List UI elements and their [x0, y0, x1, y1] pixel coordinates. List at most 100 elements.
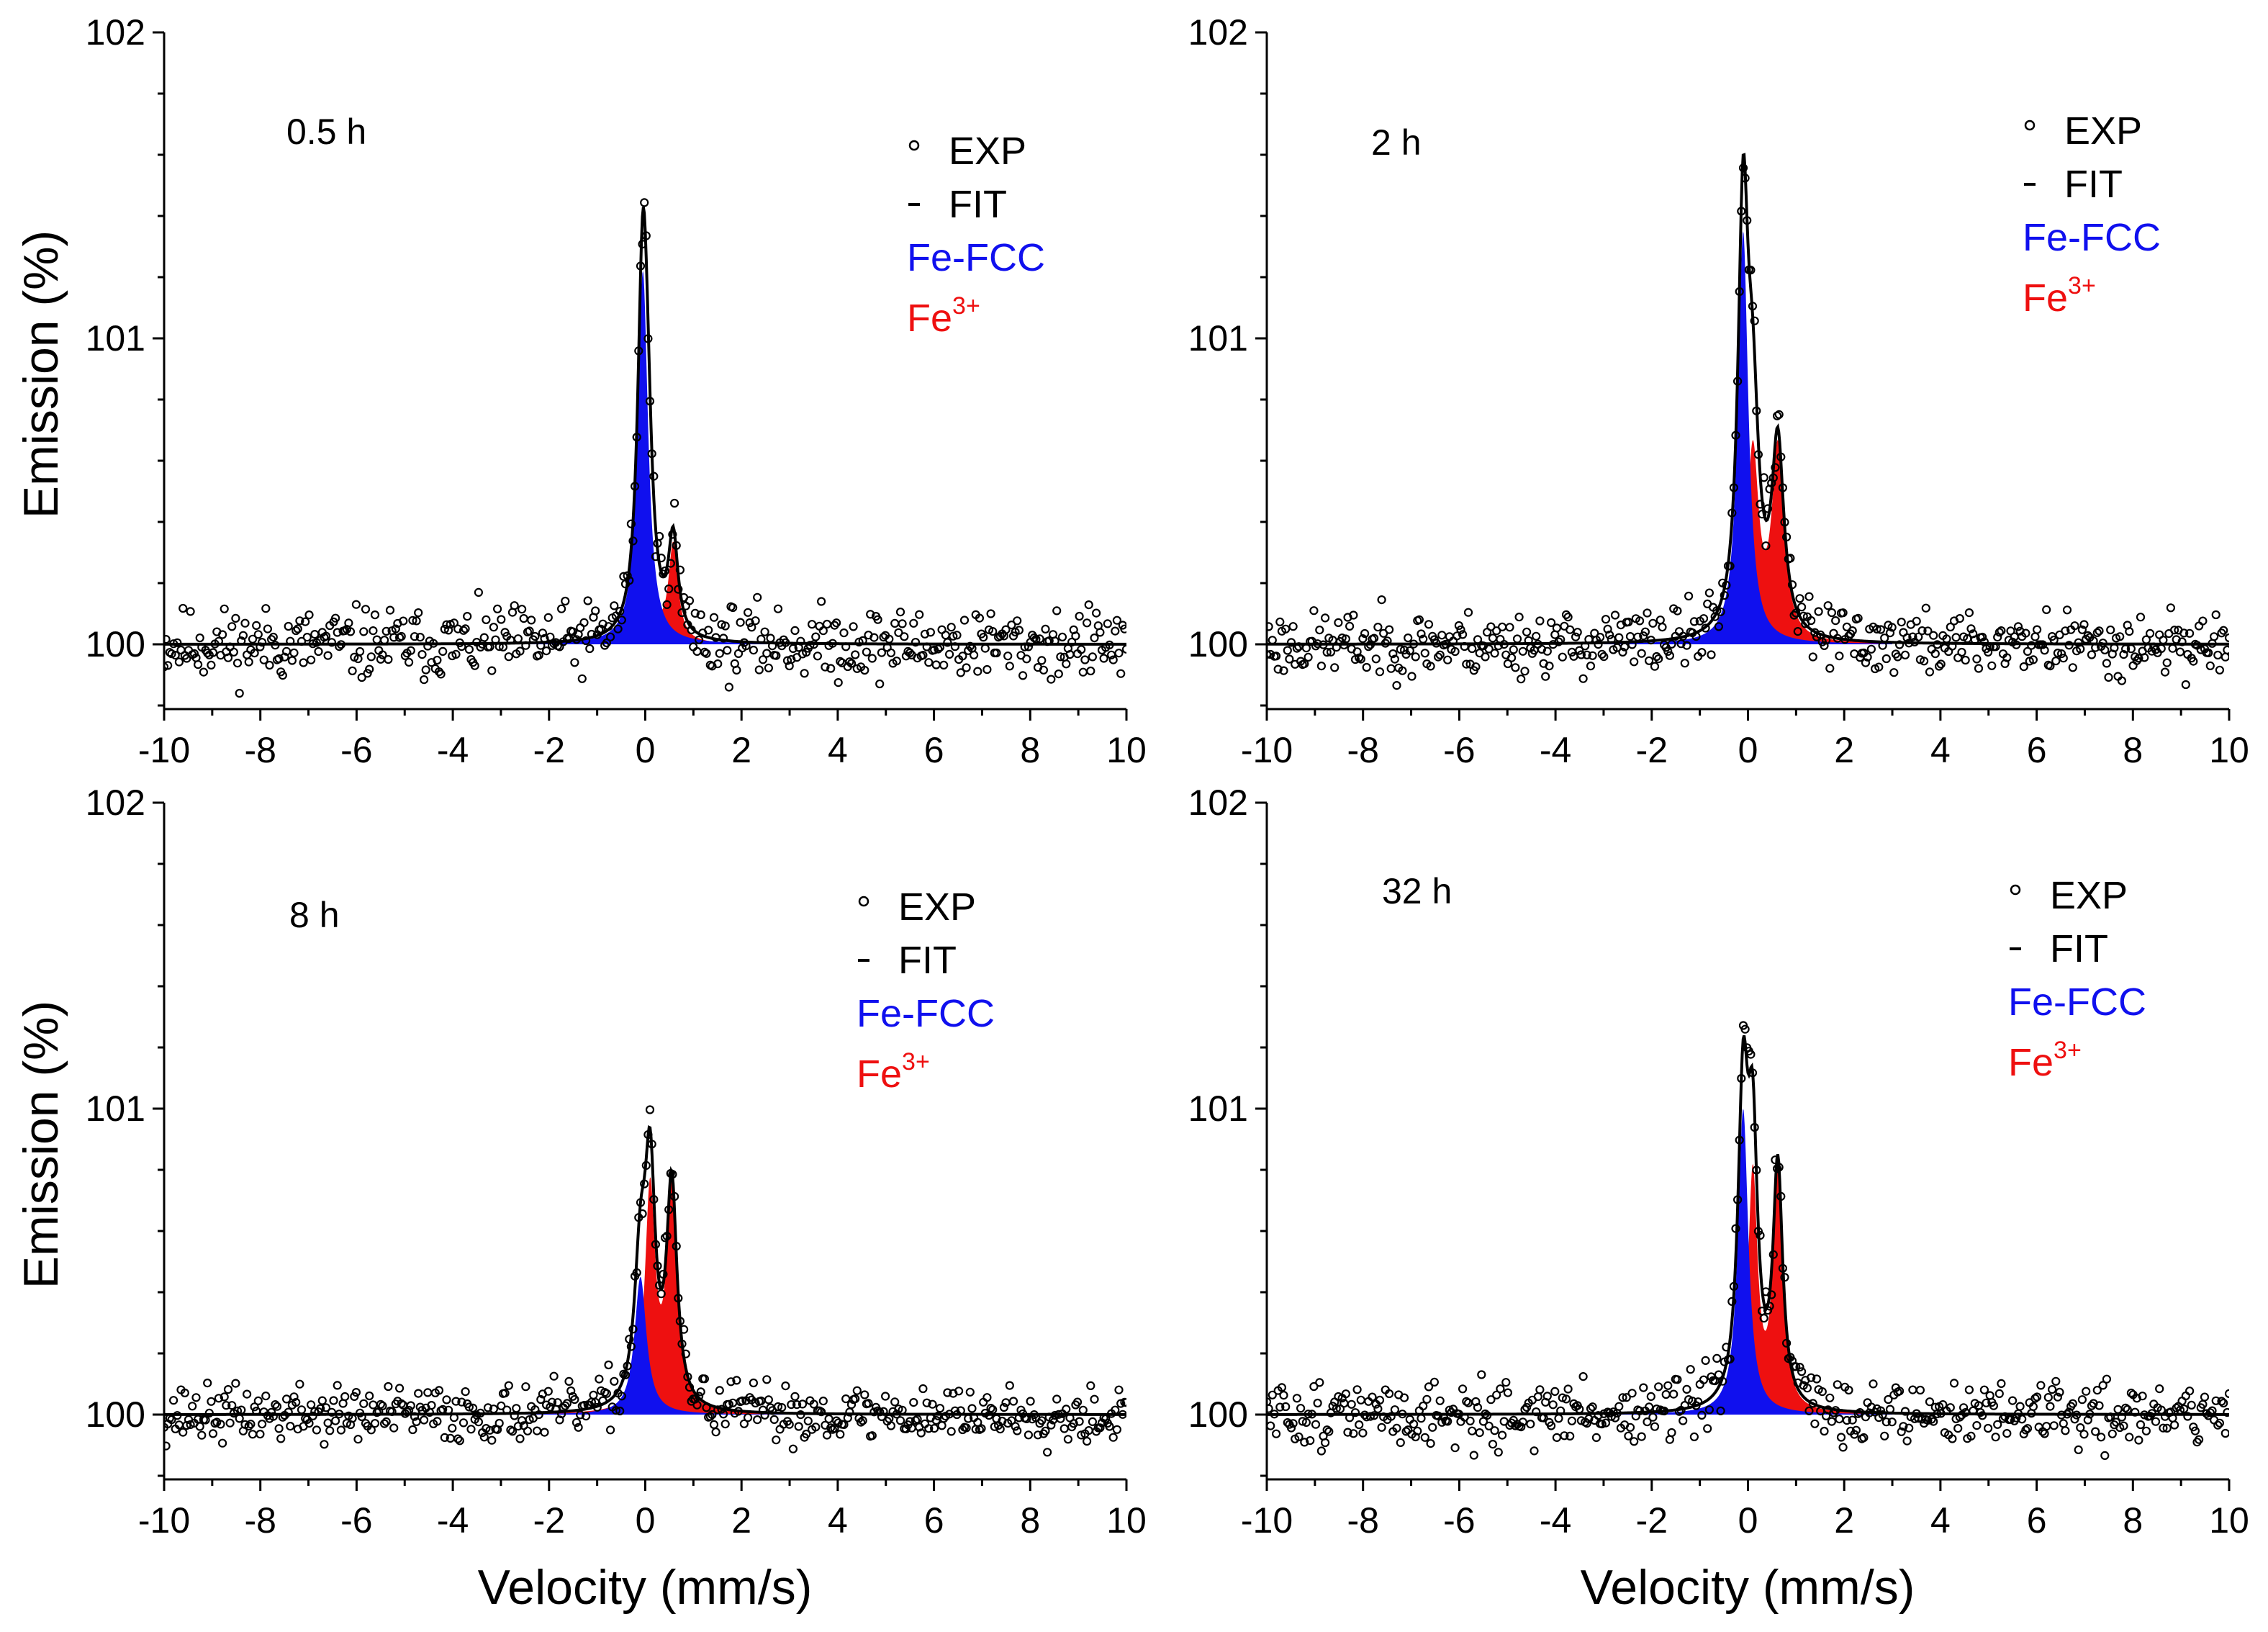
exp-point — [1424, 1382, 1434, 1392]
exp-point — [1625, 631, 1635, 641]
exp-point — [1825, 1393, 1835, 1402]
exp-point — [2183, 1412, 2192, 1421]
exp-point — [858, 1416, 867, 1425]
exp-point — [292, 1397, 301, 1407]
exp-point — [1786, 554, 1795, 563]
exp-point — [1384, 625, 1394, 634]
x-tick-label: 10 — [2209, 1500, 2249, 1541]
exp-point — [1663, 646, 1673, 657]
exp-point — [1927, 1415, 1936, 1424]
exp-point — [1090, 1394, 1099, 1404]
x-tick-label: 6 — [2027, 1500, 2047, 1541]
exp-point — [798, 1399, 808, 1409]
exp-point — [1663, 1381, 1673, 1390]
exp-point — [1398, 666, 1407, 675]
exp-point — [702, 649, 711, 658]
exp-point — [2055, 1387, 2064, 1397]
exp-point — [1548, 1400, 1558, 1410]
exp-point — [323, 1418, 333, 1428]
x-tick-label: -6 — [340, 1500, 372, 1541]
exp-point — [1118, 1410, 1126, 1419]
exp-point — [1271, 1429, 1281, 1438]
exp-point — [263, 624, 272, 634]
x-tick-label: 0 — [636, 730, 656, 770]
exp-point — [1905, 1423, 1914, 1433]
exp-point — [2070, 621, 2079, 631]
exp-point — [321, 631, 331, 641]
exp-point — [1311, 1420, 1321, 1429]
legend-fe-fcc-label: Fe-FCC — [907, 236, 1045, 279]
exp-point — [1356, 654, 1365, 664]
exp-point — [419, 675, 429, 685]
exp-point — [1535, 616, 1545, 626]
exp-point — [1067, 637, 1077, 647]
exp-point — [394, 1384, 405, 1393]
exp-point — [2106, 1412, 2115, 1422]
exp-point — [651, 552, 661, 562]
exp-point — [164, 635, 171, 644]
exp-point — [772, 651, 781, 660]
exp-point — [1301, 1417, 1311, 1428]
exp-point — [1853, 613, 1863, 623]
exp-point — [2042, 1422, 2051, 1431]
exp-point — [506, 1425, 515, 1435]
exp-point — [822, 619, 832, 629]
y-tick-label: 100 — [86, 624, 145, 664]
exp-point — [2092, 628, 2102, 638]
exp-point — [2224, 633, 2229, 643]
exp-point — [1517, 1422, 1526, 1432]
exp-point — [1578, 1371, 1588, 1381]
exp-point — [203, 1378, 212, 1388]
exp-point — [1792, 1362, 1801, 1371]
exp-point — [988, 1405, 998, 1415]
exp-point — [895, 607, 905, 617]
exp-point — [1429, 1377, 1440, 1387]
exp-point — [1655, 616, 1665, 625]
exp-point — [1498, 1430, 1507, 1440]
exp-point — [359, 1399, 369, 1408]
exp-point — [2046, 661, 2055, 671]
exp-point — [1396, 1438, 1405, 1448]
exp-point — [915, 610, 924, 619]
exp-point — [1575, 646, 1584, 655]
exp-point — [1077, 645, 1086, 654]
exp-point — [222, 1401, 231, 1410]
exp-point — [647, 449, 656, 459]
exp-point — [307, 1400, 316, 1410]
y-tick-label: 102 — [86, 783, 145, 823]
exp-point — [468, 1403, 478, 1413]
exp-point — [1468, 644, 1477, 654]
exp-point — [1084, 600, 1093, 610]
exp-point — [2141, 1426, 2151, 1435]
exp-point — [705, 1412, 715, 1421]
exp-point — [1614, 1402, 1624, 1411]
exp-point — [440, 1433, 449, 1443]
exp-point — [513, 634, 523, 644]
exp-point — [841, 1394, 851, 1404]
exp-point — [1759, 1313, 1768, 1323]
exp-point — [1817, 1387, 1827, 1397]
exp-point — [497, 1401, 506, 1411]
exp-point — [1763, 1305, 1773, 1315]
exp-point — [1037, 1416, 1047, 1425]
exp-point — [265, 660, 274, 670]
exp-point — [295, 1379, 304, 1389]
exp-point — [1823, 601, 1833, 610]
exp-point — [250, 648, 259, 658]
y-tick-label: 102 — [1188, 12, 1248, 53]
exp-point — [1313, 639, 1322, 649]
exp-point — [873, 615, 882, 624]
exp-point — [939, 660, 949, 670]
exp-point — [517, 605, 527, 614]
x-tick-label: -8 — [244, 1500, 276, 1541]
exp-point — [1780, 518, 1789, 527]
exp-point — [1669, 1389, 1679, 1399]
x-tick-label: -2 — [1636, 730, 1668, 770]
exp-point — [1774, 1163, 1784, 1172]
exp-point — [1748, 1068, 1758, 1078]
exp-point — [195, 1422, 204, 1431]
exp-point — [404, 1405, 414, 1415]
exp-point — [1979, 1385, 1989, 1394]
exp-point — [384, 1381, 393, 1392]
exp-point — [800, 669, 809, 678]
